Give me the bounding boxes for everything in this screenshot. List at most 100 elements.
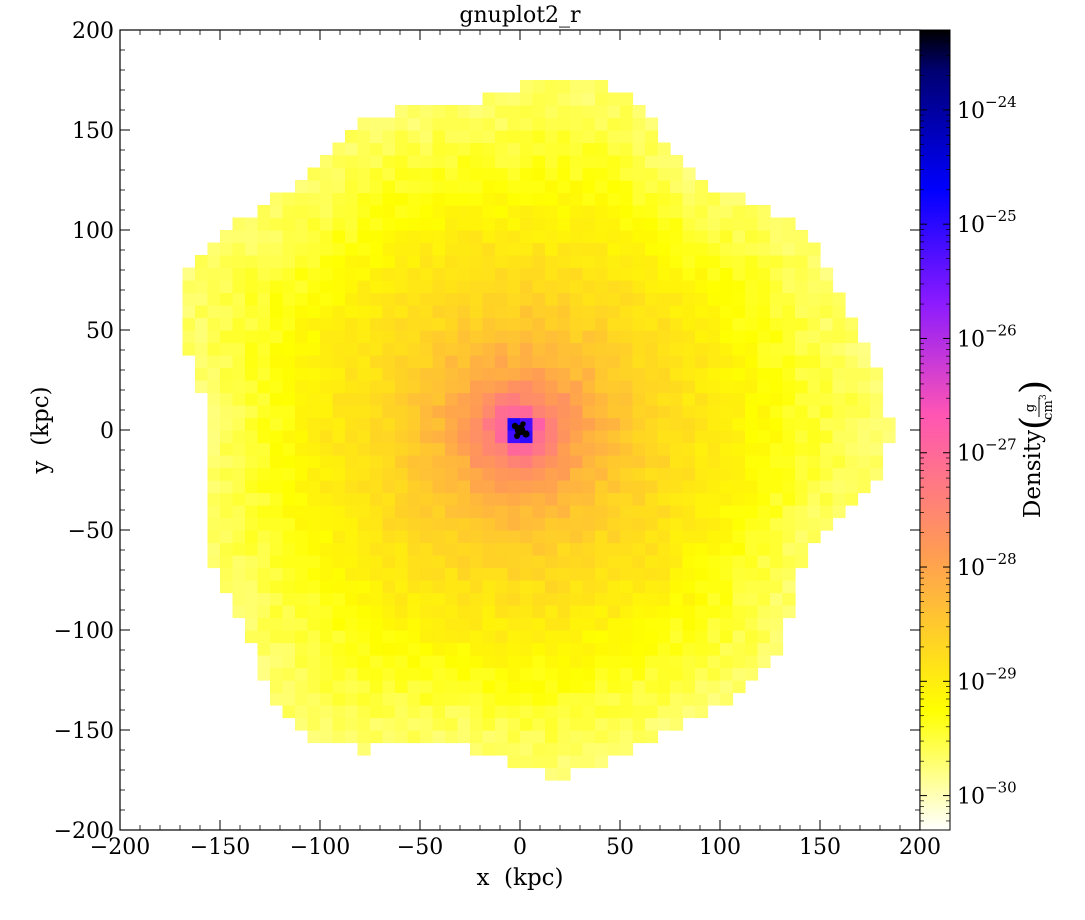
heatmap-cell — [657, 692, 671, 706]
heatmap-cell — [657, 342, 671, 356]
heatmap-cell — [232, 480, 246, 494]
heatmap-cell — [245, 480, 259, 494]
heatmap-cell — [407, 280, 421, 294]
heatmap-cell — [657, 655, 671, 669]
heatmap-cell — [657, 230, 671, 244]
heatmap-cell — [807, 280, 821, 294]
heatmap-cell — [782, 592, 796, 606]
heatmap-cell — [645, 617, 659, 631]
heatmap-cell — [545, 392, 559, 406]
heatmap-cell — [395, 442, 409, 456]
heatmap-cell — [507, 117, 521, 131]
heatmap-cell — [320, 542, 334, 556]
heatmap-cell — [707, 480, 721, 494]
heatmap-cell — [795, 442, 809, 456]
heatmap-cell — [457, 617, 471, 631]
heatmap-cell — [457, 117, 471, 131]
heatmap-cell — [670, 242, 684, 256]
heatmap-cell — [857, 355, 871, 369]
heatmap-cell — [845, 480, 859, 494]
heatmap-cell — [307, 167, 321, 181]
heatmap-cell — [495, 330, 509, 344]
heatmap-cell — [795, 455, 809, 469]
heatmap-cell — [595, 305, 609, 319]
heatmap-cell — [745, 655, 759, 669]
heatmap-cell — [795, 542, 809, 556]
heatmap-cell — [295, 205, 309, 219]
heatmap-cell — [420, 242, 434, 256]
heatmap-cell — [182, 292, 196, 306]
heatmap-cell — [470, 155, 484, 169]
y-tick-label: −200 — [54, 819, 114, 844]
heatmap-cell — [407, 205, 421, 219]
heatmap-cell — [595, 192, 609, 206]
heatmap-cell — [645, 317, 659, 331]
heatmap-cell — [245, 505, 259, 519]
heatmap-cell — [570, 330, 584, 344]
heatmap-cell — [620, 417, 634, 431]
heatmap-cell — [670, 530, 684, 544]
heatmap-cell — [620, 317, 634, 331]
heatmap-cell — [395, 267, 409, 281]
heatmap-cell — [445, 255, 459, 269]
heatmap-cell — [532, 317, 546, 331]
heatmap-cell — [620, 292, 634, 306]
heatmap-cell — [270, 655, 284, 669]
heatmap-cell — [620, 167, 634, 181]
heatmap-cell — [507, 180, 521, 194]
heatmap-cell — [407, 480, 421, 494]
heatmap-cell — [257, 430, 271, 444]
heatmap-cell — [782, 530, 796, 544]
heatmap-cell — [545, 767, 559, 781]
heatmap-cell — [495, 105, 509, 119]
heatmap-cell — [845, 417, 859, 431]
y-tick-label: −50 — [68, 519, 114, 544]
heatmap-cell — [420, 155, 434, 169]
colorbar-tick-label: 10−25 — [957, 207, 1017, 238]
heatmap-cell — [345, 605, 359, 619]
heatmap-cell — [370, 167, 384, 181]
heatmap-cell — [820, 280, 834, 294]
heatmap-cell — [595, 680, 609, 694]
heatmap-cell — [345, 555, 359, 569]
heatmap-cell — [607, 155, 621, 169]
heatmap-cell — [520, 567, 534, 581]
heatmap-cell — [295, 255, 309, 269]
heatmap-cell — [582, 492, 596, 506]
heatmap-cell — [595, 355, 609, 369]
heatmap-cell — [632, 230, 646, 244]
heatmap-cell — [720, 255, 734, 269]
heatmap-cell — [270, 292, 284, 306]
heatmap-cell — [320, 667, 334, 681]
heatmap-cell — [345, 430, 359, 444]
heatmap-cell — [307, 280, 321, 294]
heatmap-cell — [832, 417, 846, 431]
heatmap-cell — [232, 592, 246, 606]
heatmap-cell — [545, 617, 559, 631]
heatmap-cell — [532, 542, 546, 556]
heatmap-cell — [520, 142, 534, 156]
heatmap-cell — [595, 205, 609, 219]
heatmap-cell — [220, 430, 234, 444]
heatmap-cell — [682, 192, 696, 206]
heatmap-cell — [482, 155, 496, 169]
heatmap-cell — [207, 467, 221, 481]
heatmap-cell — [357, 630, 371, 644]
heatmap-cell — [670, 542, 684, 556]
heatmap-cell — [682, 617, 696, 631]
heatmap-cell — [345, 592, 359, 606]
heatmap-cell — [370, 367, 384, 381]
heatmap-cell — [507, 267, 521, 281]
heatmap-cell — [757, 205, 771, 219]
heatmap-cell — [620, 642, 634, 656]
heatmap-cell — [295, 617, 309, 631]
heatmap-cell — [457, 592, 471, 606]
heatmap-cell — [632, 217, 646, 231]
heatmap-cell — [545, 655, 559, 669]
heatmap-cell — [382, 180, 396, 194]
heatmap-cell — [245, 430, 259, 444]
heatmap-cell — [295, 455, 309, 469]
heatmap-cell — [345, 180, 359, 194]
heatmap-cell — [520, 117, 534, 131]
heatmap-cell — [532, 192, 546, 206]
